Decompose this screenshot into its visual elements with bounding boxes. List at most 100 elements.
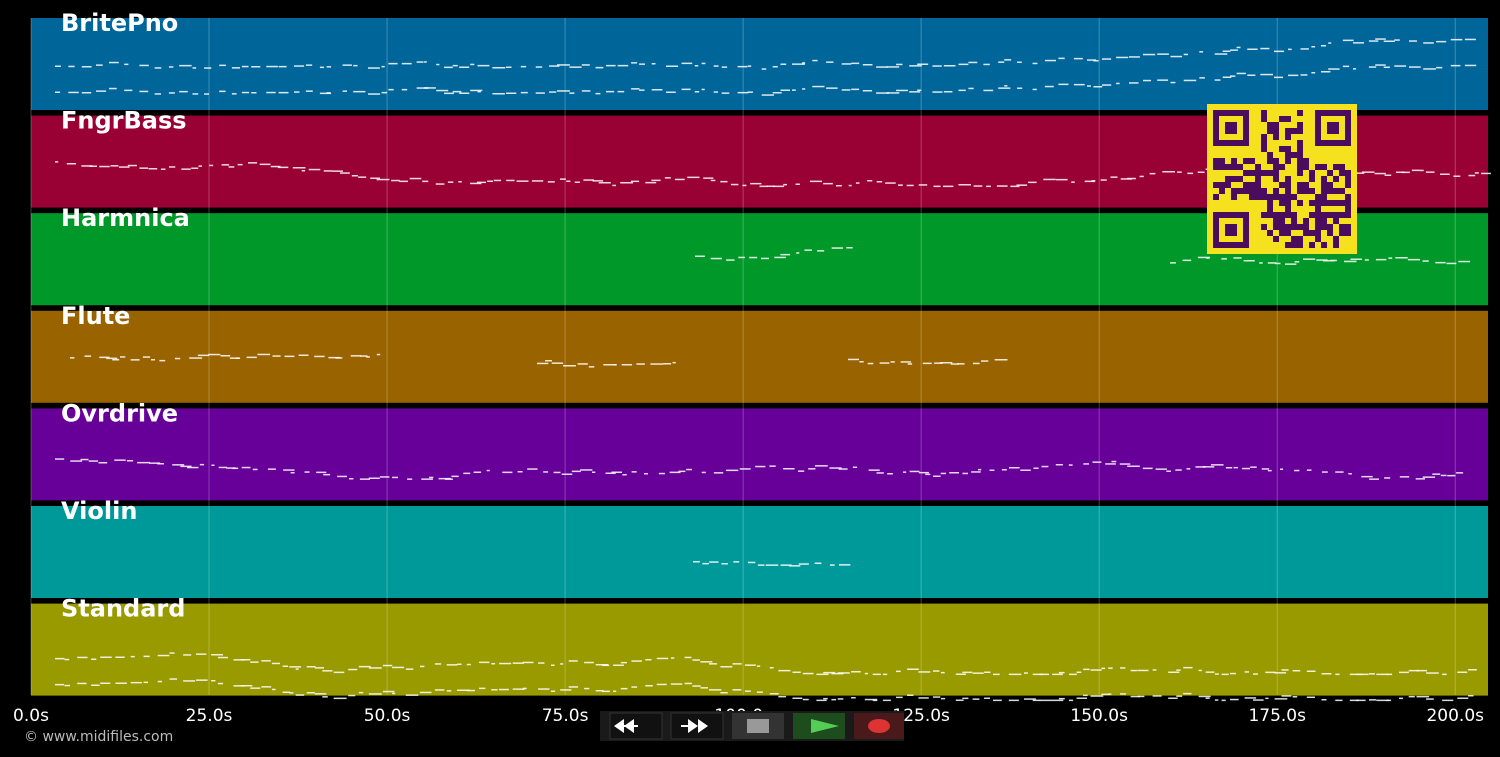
- note: [259, 163, 271, 166]
- note: [1416, 669, 1427, 672]
- qr-module: [1291, 236, 1297, 242]
- qr-module: [1333, 236, 1339, 242]
- note: [1101, 667, 1105, 670]
- qr-module: [1297, 164, 1303, 170]
- note: [1093, 60, 1099, 62]
- qr-module: [1291, 128, 1297, 134]
- qr-module: [1315, 230, 1321, 236]
- note: [998, 61, 1005, 63]
- note: [479, 661, 490, 664]
- note: [292, 167, 306, 169]
- note: [568, 660, 578, 662]
- note: [1247, 48, 1258, 50]
- note: [179, 90, 188, 93]
- record-button[interactable]: [854, 713, 904, 739]
- note: [796, 252, 800, 254]
- note: [250, 687, 261, 689]
- note: [1210, 464, 1224, 466]
- qr-module: [1273, 194, 1279, 200]
- qr-module: [1273, 134, 1279, 140]
- note: [502, 471, 513, 474]
- note: [187, 466, 199, 469]
- note: [1157, 53, 1169, 55]
- note: [1183, 666, 1193, 669]
- qr-module: [1339, 164, 1345, 170]
- note: [664, 177, 671, 179]
- note: [294, 65, 305, 67]
- note: [1355, 172, 1365, 174]
- note: [1349, 673, 1363, 676]
- note: [1281, 695, 1292, 697]
- note: [1311, 72, 1316, 74]
- note: [1423, 68, 1436, 70]
- note: [940, 697, 946, 700]
- note: [823, 697, 828, 700]
- note: [962, 697, 969, 700]
- note: [1259, 262, 1263, 264]
- fast-forward-button[interactable]: [670, 712, 724, 740]
- note: [353, 64, 358, 67]
- note: [305, 64, 313, 66]
- note: [96, 90, 107, 92]
- note: [1177, 171, 1182, 173]
- note: [169, 678, 177, 680]
- play-button[interactable]: [793, 713, 845, 739]
- note: [115, 682, 127, 684]
- note: [886, 66, 900, 68]
- note: [1041, 465, 1049, 468]
- note: [1242, 467, 1250, 470]
- note: [949, 472, 959, 474]
- note: [700, 661, 713, 663]
- note: [479, 687, 486, 690]
- note: [1364, 259, 1369, 261]
- note: [713, 91, 718, 93]
- note: [551, 690, 556, 692]
- note: [1032, 673, 1043, 676]
- note: [739, 468, 751, 470]
- note: [422, 180, 429, 183]
- note: [358, 691, 364, 694]
- note: [896, 696, 903, 699]
- note: [545, 360, 552, 362]
- note: [846, 247, 853, 249]
- qr-module: [1267, 230, 1273, 236]
- note: [219, 64, 226, 67]
- note: [783, 468, 795, 470]
- note: [473, 471, 482, 473]
- note: [1288, 74, 1299, 77]
- note: [381, 91, 388, 94]
- note: [1020, 469, 1031, 471]
- note: [1069, 673, 1077, 676]
- note: [240, 659, 251, 661]
- track-name: FngrBass: [61, 107, 187, 135]
- note: [328, 356, 340, 359]
- note: [1321, 71, 1331, 73]
- note: [257, 353, 271, 356]
- note: [110, 165, 119, 167]
- note: [831, 672, 844, 675]
- note: [143, 655, 150, 658]
- note: [1016, 184, 1028, 186]
- note: [1221, 673, 1229, 676]
- note: [1344, 260, 1357, 263]
- note: [580, 469, 593, 471]
- note: [560, 178, 566, 180]
- note: [543, 471, 549, 473]
- note: [1137, 695, 1145, 698]
- stop-button[interactable]: [732, 713, 784, 739]
- note: [592, 471, 596, 473]
- note: [154, 67, 162, 69]
- note: [233, 685, 245, 687]
- note: [1017, 87, 1023, 89]
- note: [932, 91, 943, 93]
- note: [1384, 477, 1391, 479]
- note: [1010, 185, 1020, 188]
- note: [251, 66, 261, 68]
- note: [1300, 74, 1308, 76]
- qr-module: [1279, 212, 1285, 218]
- note: [703, 177, 714, 179]
- rewind-button[interactable]: [609, 712, 663, 740]
- note: [1285, 263, 1297, 265]
- note: [1342, 65, 1350, 68]
- note: [405, 668, 414, 670]
